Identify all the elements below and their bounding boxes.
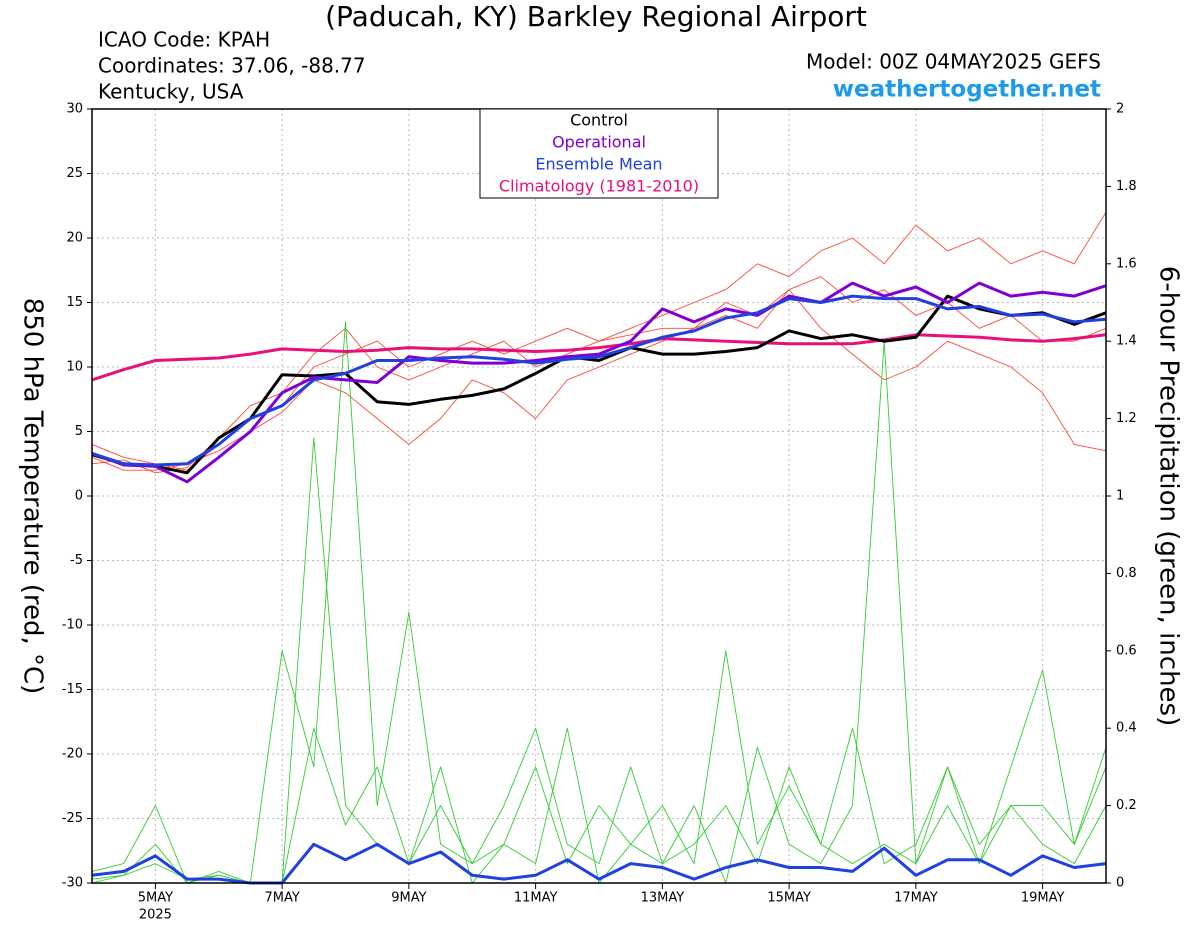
legend-entry: Control: [570, 111, 628, 130]
x-tick-label: 15MAY: [767, 891, 811, 906]
y2-tick-label: 0.6: [1116, 643, 1137, 658]
y2-tick-label: 0.2: [1116, 798, 1137, 813]
y-tick-label: -10: [62, 618, 83, 633]
info-line: ICAO Code: KPAH: [98, 28, 270, 52]
y2-tick-label: 1.4: [1116, 334, 1137, 349]
y2-tick-label: 1: [1116, 489, 1124, 504]
y-axis-label: 850 hPa Temperature (red, °C): [18, 298, 48, 695]
y2-tick-label: 0.8: [1116, 566, 1137, 581]
x-tick-label: 19MAY: [1021, 891, 1065, 906]
y-tick-label: 0: [75, 489, 83, 504]
x-tick-label: 7MAY: [264, 891, 299, 906]
x-tick-label: 11MAY: [514, 891, 558, 906]
x-tick-label: 17MAY: [894, 891, 938, 906]
y2-tick-label: 0.4: [1116, 721, 1137, 736]
legend-box: [479, 108, 719, 199]
series-line: [91, 294, 1107, 467]
chart-title: (Paducah, KY) Barkley Regional Airport: [325, 0, 867, 33]
series-line: [91, 294, 1107, 475]
legend-entry: Ensemble Mean: [535, 155, 662, 174]
y-tick-label: -30: [62, 876, 83, 891]
series-line: [91, 281, 1107, 484]
y2-tick-label: 1.8: [1116, 179, 1137, 194]
y-tick-label: 25: [66, 166, 83, 181]
x-year-label: 2025: [139, 908, 172, 923]
y-tick-label: -5: [70, 553, 83, 568]
y2-tick-label: 1.2: [1116, 411, 1137, 426]
series-line: [91, 289, 1107, 471]
info-line: Kentucky, USA: [98, 80, 244, 104]
site-name: weathertogether.net: [833, 77, 1101, 103]
y-tick-label: -25: [62, 811, 83, 826]
y2-tick-label: 2: [1116, 102, 1124, 117]
legend-entry: Operational: [552, 133, 646, 152]
x-tick-label: 9MAY: [391, 891, 426, 906]
series-line: [91, 321, 1107, 884]
y2-tick-label: 1.6: [1116, 256, 1137, 271]
y-tick-label: -15: [62, 682, 83, 697]
y-tick-label: 5: [75, 424, 83, 439]
y-tick-label: 20: [66, 231, 83, 246]
series-line: [91, 276, 1107, 474]
legend-entry: Climatology (1981-2010): [499, 177, 699, 196]
y-tick-label: 10: [66, 360, 83, 375]
series-line: [91, 650, 1107, 884]
y-tick-label: 30: [66, 102, 83, 117]
y2-tick-label: 0: [1116, 876, 1124, 891]
y2-axis-label: 6-hour Precipitation (green, inches): [1154, 266, 1184, 726]
x-tick-label: 13MAY: [641, 891, 685, 906]
y-tick-label: 15: [66, 295, 83, 310]
x-tick-label: 5MAY: [138, 891, 173, 906]
info-line: Coordinates: 37.06, -88.77: [98, 54, 366, 78]
series-line: [91, 333, 1107, 382]
model-info: Model: 00Z 04MAY2025 GEFS: [806, 50, 1101, 74]
y-tick-label: -20: [62, 747, 83, 762]
